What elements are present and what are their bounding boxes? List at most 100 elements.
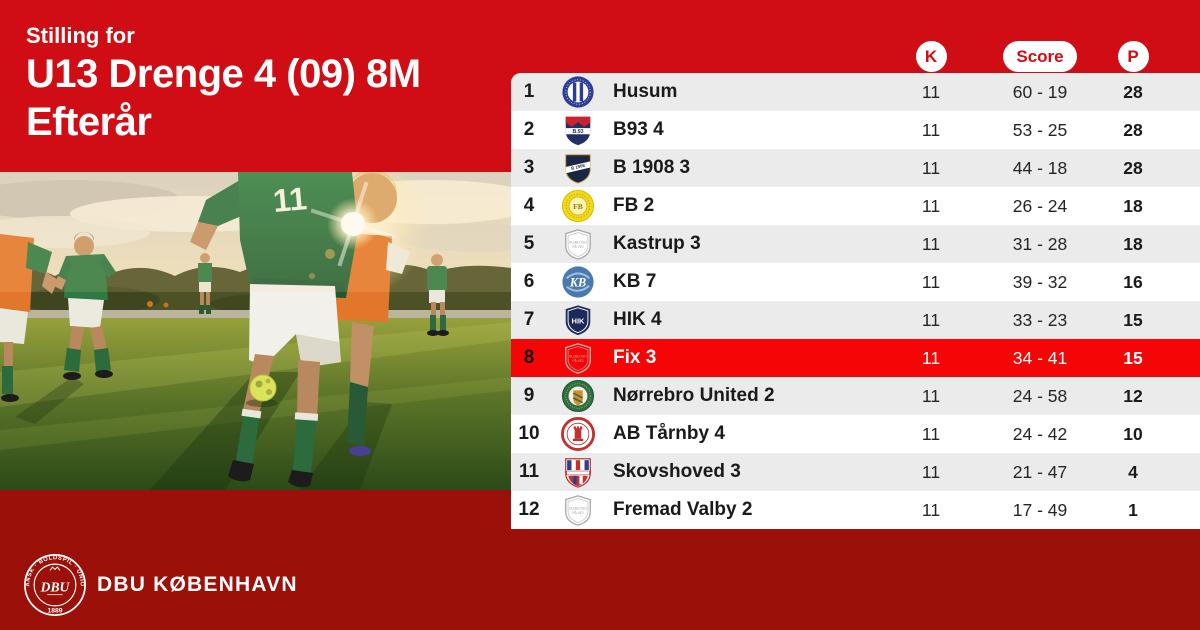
table-row: 6 KB KB 7 11 39 - 32 16 [511, 263, 1200, 301]
matches-played: 11 [921, 271, 941, 292]
placeholder-crest-icon: KLUBLOGO PÅ VEJ [547, 493, 609, 527]
table-row: 3 B 1908 B 1908 3 11 44 - 18 28 [511, 149, 1200, 187]
matches-played: 11 [921, 385, 941, 406]
column-header-points: P [1117, 41, 1149, 72]
matches-played: 11 [921, 195, 941, 216]
left-player [54, 232, 116, 380]
page-title-line1: U13 Drenge 4 (09) 8M [26, 52, 421, 96]
goal-score: 39 - 32 [1012, 271, 1068, 292]
matches-played: 11 [921, 157, 941, 178]
team-name: HIK 4 [613, 309, 662, 330]
position: 10 [518, 423, 540, 444]
goal-score: 53 - 25 [1012, 119, 1068, 140]
goal-score: 21 - 47 [1012, 461, 1068, 482]
team-name: Nørrebro United 2 [613, 385, 775, 406]
right-player [427, 254, 449, 336]
points: 28 [1123, 119, 1143, 140]
table-row: 1 Husum 11 60 - 19 28 [511, 73, 1200, 111]
position: 3 [523, 157, 535, 178]
team-name: B93 4 [613, 119, 664, 140]
matches-played: 11 [921, 233, 941, 254]
goal-score: 31 - 28 [1012, 233, 1068, 254]
skovshoved-crest-icon [547, 455, 609, 489]
position: 11 [518, 461, 540, 482]
points: 12 [1123, 385, 1143, 406]
matches-played: 11 [921, 347, 941, 368]
svg-text:KLUBLOGO: KLUBLOGO [569, 355, 587, 359]
svg-text:KLUBLOGO: KLUBLOGO [569, 507, 587, 511]
norrebro-united-crest-icon [547, 379, 609, 413]
table-row-highlighted: 8 KLUBLOGO PÅ VEJ Fix 3 11 34 - 41 15 [511, 339, 1200, 377]
position: 7 [523, 309, 535, 330]
team-name: B 1908 3 [613, 157, 691, 178]
ab-taarnby-crest-icon [547, 417, 609, 451]
points: 1 [1128, 499, 1138, 520]
team-name: Kastrup 3 [613, 233, 701, 254]
team-name: Fix 3 [613, 347, 657, 368]
table-row: 5 KLUBLOGO PÅ VEJ Kastrup 3 11 31 - 28 18 [511, 225, 1200, 263]
brand-name: DBU KØBENHAVN [97, 573, 298, 596]
far-left-player [0, 234, 58, 402]
matches-played: 11 [921, 119, 941, 140]
team-name: AB Tårnby 4 [613, 423, 725, 444]
points: 18 [1123, 233, 1143, 254]
svg-text:B.93: B.93 [573, 129, 584, 135]
table-row: 12 KLUBLOGO PÅ VEJ Fremad Valby 2 11 17 -… [511, 491, 1200, 529]
standings-table: 1 Husum 11 60 - 19 28 2 B.93 B93 4 11 53… [511, 73, 1200, 529]
dbu-monogram: DBU [40, 579, 71, 594]
points: 18 [1123, 195, 1143, 216]
goal-score: 24 - 58 [1012, 385, 1068, 406]
goal-score: 33 - 23 [1012, 309, 1068, 330]
table-row: 9 Nørrebro United 2 11 24 - 58 12 [511, 377, 1200, 415]
position: 12 [518, 499, 540, 520]
svg-text:KB: KB [569, 276, 586, 290]
svg-text:PÅ VEJ: PÅ VEJ [572, 244, 583, 249]
points: 15 [1123, 347, 1143, 368]
position: 1 [523, 81, 535, 102]
football-photo: 11 [0, 172, 511, 490]
column-header-score: Score [1003, 41, 1077, 72]
husum-crest-icon [547, 75, 609, 109]
matches-played: 11 [921, 81, 941, 102]
matches-played: 11 [921, 499, 941, 520]
dbu-year: 1889 [47, 608, 62, 615]
table-row: 2 B.93 B93 4 11 53 - 25 28 [511, 111, 1200, 149]
fb-crest-icon: FB [547, 189, 609, 223]
svg-text:KLUBLOGO: KLUBLOGO [569, 241, 587, 245]
svg-text:PÅ VEJ: PÅ VEJ [572, 510, 583, 515]
points: 10 [1123, 423, 1143, 444]
goal-score: 44 - 18 [1012, 157, 1068, 178]
table-row: 11 Skovshoved 3 11 21 - 47 4 [511, 453, 1200, 491]
placeholder-crest-icon: KLUBLOGO PÅ VEJ [547, 227, 609, 261]
goal-score: 34 - 41 [1012, 347, 1068, 368]
table-row: 10 AB Tårnby 4 11 24 - 42 10 [511, 415, 1200, 453]
team-name: Skovshoved 3 [613, 461, 741, 482]
team-name: FB 2 [613, 195, 655, 216]
team-name: Fremad Valby 2 [613, 499, 753, 520]
table-row: 7 HIK HIK 4 11 33 - 23 15 [511, 301, 1200, 339]
svg-text:B 1908: B 1908 [571, 163, 586, 171]
goal-score: 17 - 49 [1012, 499, 1068, 520]
placeholder-crest-icon: KLUBLOGO PÅ VEJ [547, 341, 609, 375]
points: 16 [1123, 271, 1143, 292]
position: 6 [523, 271, 535, 292]
matches-played: 11 [921, 461, 941, 482]
points: 28 [1123, 81, 1143, 102]
b1908-crest-icon: B 1908 [547, 151, 609, 185]
points: 28 [1123, 157, 1143, 178]
goal-score: 26 - 24 [1012, 195, 1068, 216]
table-row: 4 FB FB 2 11 26 - 24 18 [511, 187, 1200, 225]
position: 5 [523, 233, 535, 254]
svg-text:HIK: HIK [572, 316, 586, 325]
team-name: Husum [613, 81, 678, 102]
position: 2 [523, 119, 535, 140]
column-header-matches: K [915, 41, 947, 72]
position: 8 [523, 347, 535, 368]
dbu-logo: DANSK · BOLDSPIL · UNION 1889 DBU [22, 552, 86, 616]
header: Stilling for U13 Drenge 4 (09) 8M Efterå… [26, 22, 421, 146]
goal-score: 24 - 42 [1012, 423, 1068, 444]
points: 15 [1123, 309, 1143, 330]
points: 4 [1128, 461, 1138, 482]
eyebrow-text: Stilling for [26, 23, 135, 48]
